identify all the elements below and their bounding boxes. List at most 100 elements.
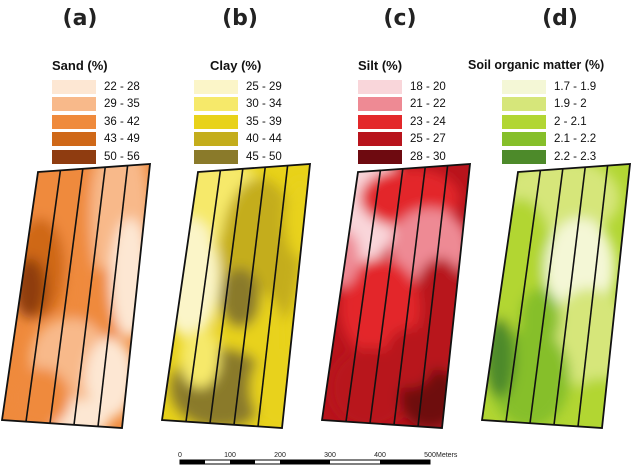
- map-zone: [385, 328, 435, 388]
- legend-range: 29 - 35: [104, 98, 140, 111]
- legend-range: 21 - 22: [410, 98, 446, 111]
- legend-swatch: [194, 114, 238, 129]
- legend-range: 40 - 44: [246, 133, 282, 146]
- scale-tick-label: 300: [324, 452, 336, 459]
- legend-row: 25 - 29: [194, 78, 282, 96]
- map-zone: [285, 178, 310, 258]
- legend-range: 45 - 50: [246, 150, 282, 163]
- legend-row: 2 - 2.1: [502, 113, 596, 131]
- legend-swatch: [502, 114, 546, 129]
- legend-row: 35 - 39: [194, 113, 282, 131]
- strip-boundary: [25, 170, 62, 422]
- map-zone: [110, 218, 150, 338]
- panel-silt: (c) Silt (%) 18 - 20 21 - 22 23 - 24 25 …: [320, 0, 480, 471]
- strip-boundary: [233, 167, 266, 425]
- legend-range: 2 - 2.1: [554, 115, 587, 128]
- scale-tick-label: 0: [178, 452, 182, 459]
- legend-range: 30 - 34: [246, 98, 282, 111]
- scale-bar-graphic: 0 100 200 300 400 500 Meters: [178, 452, 458, 465]
- legend-swatch: [52, 97, 96, 112]
- legend-swatch: [52, 114, 96, 129]
- panel-label: (b): [222, 6, 258, 31]
- legend-swatch: [502, 79, 546, 94]
- legend-range: 50 - 56: [104, 150, 140, 163]
- legend-row: 25 - 27: [358, 131, 446, 149]
- legend-range: 23 - 24: [410, 115, 446, 128]
- strip-boundary: [369, 168, 404, 424]
- legend-range: 36 - 42: [104, 115, 140, 128]
- legend-swatch: [502, 149, 546, 164]
- panel-sand: (a) Sand (%) 22 - 28 29 - 35 36 - 42 43 …: [0, 0, 160, 471]
- legend-row: 40 - 44: [194, 131, 282, 149]
- legend-swatch: [502, 97, 546, 112]
- legend-range: 1.7 - 1.9: [554, 80, 597, 93]
- field-outline: [160, 163, 312, 429]
- legend-range: 2.2 - 2.3: [554, 150, 597, 163]
- legend-range: 2.1 - 2.2: [554, 133, 597, 146]
- legend-row: 30 - 34: [194, 96, 282, 114]
- legend-swatch: [358, 97, 402, 112]
- field-outline: [480, 163, 632, 429]
- legend-range: 18 - 20: [410, 80, 446, 93]
- legend-swatch: [358, 79, 402, 94]
- legend-swatch: [194, 97, 238, 112]
- legend-title: Sand (%): [52, 58, 108, 73]
- legend-range: 22 - 28: [104, 80, 140, 93]
- strip-boundary: [577, 165, 609, 427]
- map-zone: [322, 228, 360, 288]
- scale-tick-label: 100: [224, 452, 236, 459]
- legend-row: 2.1 - 2.2: [502, 131, 596, 149]
- legend-row: 1.9 - 2: [502, 96, 596, 114]
- scale-unit-label: Meters: [436, 452, 458, 459]
- strip-boundary: [417, 165, 449, 427]
- strip-boundary: [529, 168, 564, 424]
- strip-boundary: [505, 170, 542, 422]
- map-zone: [520, 288, 560, 348]
- legend: 22 - 28 29 - 35 36 - 42 43 - 49 50 - 56: [52, 78, 140, 166]
- legend-row: 23 - 24: [358, 113, 446, 131]
- legend-range: 28 - 30: [410, 150, 446, 163]
- legend-row: 29 - 35: [52, 96, 140, 114]
- panel-som: (d) Soil organic matter (%) 1.7 - 1.9 1.…: [468, 0, 640, 471]
- legend-row: 2.2 - 2.3: [502, 148, 596, 166]
- map-zone: [220, 268, 260, 328]
- legend-swatch: [52, 149, 96, 164]
- legend-swatch: [194, 132, 238, 147]
- legend-title: Clay (%): [210, 58, 262, 73]
- legend-swatch: [358, 114, 402, 129]
- field-map-soil-organic-matter: [480, 163, 632, 429]
- strip-boundary: [97, 165, 129, 427]
- legend-row: 43 - 49: [52, 131, 140, 149]
- scale-tick-label: 500: [424, 452, 436, 459]
- map-zone: [10, 368, 70, 428]
- map-zone: [180, 328, 220, 388]
- legend-range: 43 - 49: [104, 133, 140, 146]
- strip-boundary: [49, 168, 84, 424]
- legend-swatch: [358, 132, 402, 147]
- legend-row: 18 - 20: [358, 78, 446, 96]
- field-outline: [320, 163, 472, 429]
- legend-row: 36 - 42: [52, 113, 140, 131]
- panel-clay: (b) Clay (%) 25 - 29 30 - 34 35 - 39 40 …: [160, 0, 320, 471]
- legend-swatch: [358, 149, 402, 164]
- legend-range: 1.9 - 2: [554, 98, 587, 111]
- strip-boundary: [393, 167, 426, 425]
- panel-label: (a): [62, 6, 98, 31]
- field-map-clay: [160, 163, 312, 429]
- strip-boundary: [345, 170, 382, 422]
- legend-row: 1.7 - 1.9: [502, 78, 596, 96]
- strip-boundary: [257, 165, 289, 427]
- legend-row: 22 - 28: [52, 78, 140, 96]
- legend-row: 21 - 22: [358, 96, 446, 114]
- legend: 18 - 20 21 - 22 23 - 24 25 - 27 28 - 30: [358, 78, 446, 166]
- strip-boundary: [73, 167, 106, 425]
- field-outline: [0, 163, 152, 429]
- legend-swatch: [52, 79, 96, 94]
- strip-boundary: [209, 168, 244, 424]
- legend-range: 25 - 29: [246, 80, 282, 93]
- legend-range: 25 - 27: [410, 133, 446, 146]
- legend: 1.7 - 1.9 1.9 - 2 2 - 2.1 2.1 - 2.2 2.2 …: [502, 78, 596, 166]
- map-zone: [85, 338, 135, 418]
- legend-row: 50 - 56: [52, 148, 140, 166]
- scale-tick-label: 200: [274, 452, 286, 459]
